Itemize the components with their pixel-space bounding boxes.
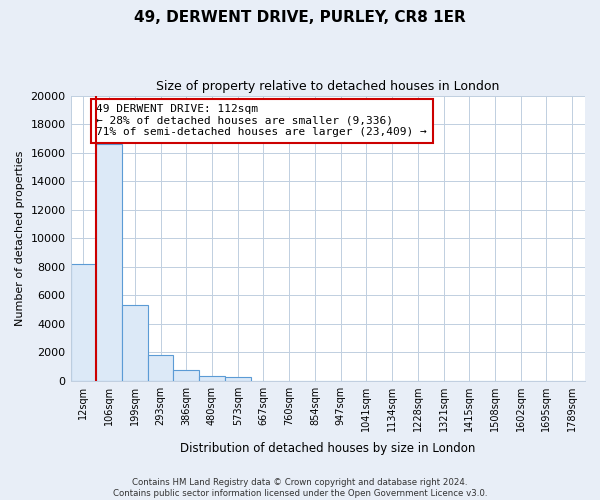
- Text: Contains HM Land Registry data © Crown copyright and database right 2024.
Contai: Contains HM Land Registry data © Crown c…: [113, 478, 487, 498]
- Y-axis label: Number of detached properties: Number of detached properties: [15, 150, 25, 326]
- Bar: [96, 144, 122, 380]
- Bar: [199, 376, 225, 380]
- Bar: [225, 376, 251, 380]
- Bar: [173, 370, 199, 380]
- Title: Size of property relative to detached houses in London: Size of property relative to detached ho…: [156, 80, 499, 93]
- Bar: [71, 264, 96, 380]
- Bar: [122, 305, 148, 380]
- Text: 49, DERWENT DRIVE, PURLEY, CR8 1ER: 49, DERWENT DRIVE, PURLEY, CR8 1ER: [134, 10, 466, 25]
- X-axis label: Distribution of detached houses by size in London: Distribution of detached houses by size …: [180, 442, 475, 455]
- Bar: [148, 355, 173, 380]
- Text: 49 DERWENT DRIVE: 112sqm
← 28% of detached houses are smaller (9,336)
71% of sem: 49 DERWENT DRIVE: 112sqm ← 28% of detach…: [96, 104, 427, 138]
